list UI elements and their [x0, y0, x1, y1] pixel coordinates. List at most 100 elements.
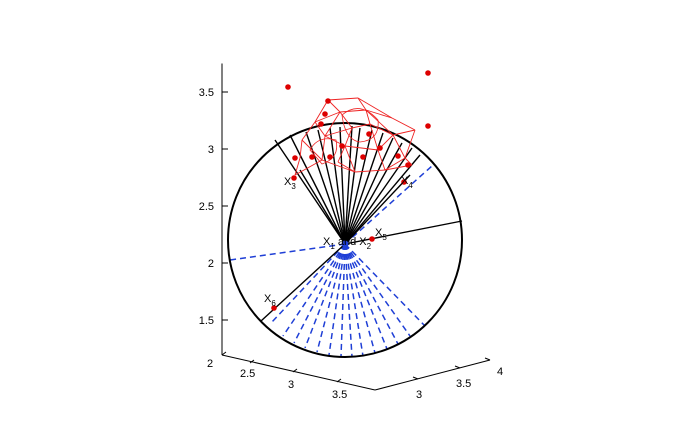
y-axis-line: [374, 359, 491, 391]
y-tick-label: 3.5: [456, 378, 471, 390]
x-axis-line: [221, 354, 376, 391]
dashed-ray: [344, 243, 376, 354]
x-tick: [292, 368, 298, 373]
data-point: [401, 179, 407, 185]
data-point: [366, 131, 372, 137]
x-tick-label: 2: [207, 358, 213, 370]
mesh-edge: [337, 161, 356, 173]
mesh-edge: [327, 97, 359, 101]
solid-ray: [344, 132, 384, 245]
mesh-edge: [324, 111, 341, 137]
dashed-ray: [344, 243, 353, 358]
mesh-edge: [404, 157, 413, 166]
mesh-edge: [344, 145, 379, 151]
x-tick-label: 3.5: [332, 389, 347, 401]
dashed-ray: [282, 243, 346, 337]
data-point: [292, 155, 298, 161]
solid-ray: [344, 154, 421, 245]
dashed-ray: [344, 243, 426, 327]
solid-ray: [289, 134, 346, 245]
data-point: [327, 154, 333, 160]
y-tick: [454, 365, 461, 369]
solid-rays: [260, 125, 463, 322]
solid-ray: [317, 129, 346, 245]
solid-ray: [344, 174, 411, 245]
z-tick-label: 1.5: [199, 315, 214, 327]
mesh-edge: [365, 109, 371, 125]
mesh-edge: [357, 97, 393, 119]
mesh-edge: [299, 139, 303, 159]
label-x4: X4: [401, 175, 413, 190]
data-point: [425, 70, 431, 76]
data-point: [395, 153, 401, 159]
mesh-edge: [344, 145, 356, 173]
mesh-edge: [294, 159, 323, 176]
mesh-edge: [314, 111, 341, 123]
data-point: [318, 121, 324, 127]
solid-ray: [344, 220, 463, 245]
dashed-ray: [293, 243, 346, 344]
data-point: [377, 145, 383, 151]
solid-ray: [299, 169, 346, 245]
z-tick-label: 3: [208, 144, 214, 156]
solid-ray: [305, 131, 346, 245]
hub-point: [341, 240, 349, 248]
z-tick-label: 3.5: [199, 87, 214, 99]
mesh-edge: [301, 139, 323, 161]
mesh-edge: [314, 121, 326, 137]
label-x3: X3: [284, 176, 296, 191]
data-point: [369, 236, 375, 242]
data-point: [325, 98, 331, 104]
data-point: [322, 111, 328, 117]
mesh-cell: [341, 108, 379, 143]
solid-ray: [344, 142, 403, 245]
mesh-edge: [369, 123, 379, 151]
mesh-edge: [301, 121, 316, 141]
mesh-edge: [392, 134, 406, 159]
mesh-cell: [309, 138, 338, 165]
mesh-edge: [377, 149, 386, 171]
mesh-edge: [392, 129, 416, 136]
mesh-edge: [357, 97, 367, 111]
data-point: [425, 123, 431, 129]
mesh-edge: [344, 127, 353, 147]
mesh-edge: [369, 123, 394, 136]
data-point: [309, 154, 315, 160]
y-tick: [484, 357, 491, 361]
axes: 1.5 2 2.5 3 3.5 2 2.5 3 3.5 3 3.5 4: [199, 63, 503, 401]
solid-ray: [344, 147, 413, 245]
solid-ray: [274, 139, 346, 245]
mesh-edge: [351, 123, 371, 129]
y-tick-label: 4: [497, 366, 503, 378]
solid-ray: [344, 137, 394, 245]
mesh-edge: [365, 109, 393, 119]
dashed-ray: [328, 243, 346, 356]
y-tick-label: 3: [416, 389, 422, 401]
x-tick: [249, 359, 255, 364]
data-points: [271, 70, 431, 311]
y-tick: [412, 376, 419, 380]
mesh-edge: [294, 157, 301, 176]
dashed-ray: [344, 243, 364, 357]
reference-circle: [227, 122, 463, 358]
mesh-edge: [337, 145, 346, 163]
data-point: [285, 84, 291, 90]
mesh-edge: [314, 99, 329, 123]
mesh-edge: [324, 127, 353, 137]
solid-ray: [329, 127, 346, 245]
mesh-edge: [384, 157, 406, 171]
data-point: [339, 143, 345, 149]
x-tick-label: 3: [288, 379, 294, 391]
mesh-edge: [354, 169, 386, 173]
x-tick: [336, 378, 342, 383]
mesh-edge: [321, 135, 326, 161]
dashed-ray: [344, 243, 399, 345]
z-tick-label: 2: [208, 258, 214, 270]
z-tick-label: 2.5: [199, 201, 214, 213]
dashed-ray: [304, 243, 346, 349]
data-point: [271, 305, 277, 311]
label-x5: X5: [375, 227, 387, 242]
data-point: [360, 154, 366, 160]
